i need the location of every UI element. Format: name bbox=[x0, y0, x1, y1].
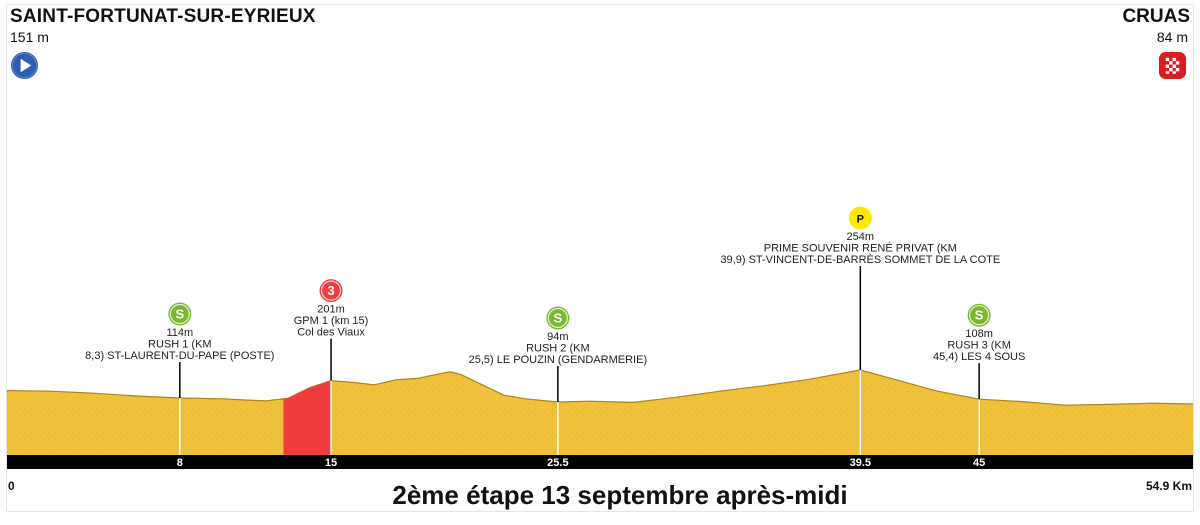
finish-altitude: 84 m bbox=[1156, 29, 1188, 45]
marker-label-line: RUSH 3 (KM bbox=[947, 340, 1011, 352]
marker-label-line: 45,4) LES 4 SOUS bbox=[933, 351, 1025, 363]
axis-tick-label: 39.5 bbox=[850, 457, 871, 469]
svg-text:3: 3 bbox=[327, 283, 334, 298]
start-town-name: SAINT-FORTUNAT-SUR-EYRIEUX bbox=[10, 6, 316, 27]
km-axis-bar bbox=[7, 455, 1193, 469]
marker-altitude: 114m bbox=[166, 327, 193, 339]
svg-text:S: S bbox=[975, 308, 984, 323]
marker-label-line: 25,5) LE POUZIN (GENDARMERIE) bbox=[469, 354, 647, 366]
climb-segment bbox=[283, 380, 331, 455]
terrain-area bbox=[7, 370, 1193, 455]
chart-frame bbox=[6, 4, 1194, 512]
finish-town-name: CRUAS bbox=[1122, 6, 1190, 27]
marker-label-line: 8,3) ST-LAURENT-DU-PAPE (POSTE) bbox=[85, 350, 274, 362]
axis-tick-label: 15 bbox=[325, 457, 337, 469]
marker-label-line: RUSH 2 (KM bbox=[526, 343, 590, 355]
marker-label-line: RUSH 1 (KM bbox=[148, 339, 212, 351]
axis-tick-label: 45 bbox=[973, 457, 985, 469]
marker-label-line: GPM 1 (km 15) bbox=[294, 315, 369, 327]
marker-label-line: 39,9) ST-VINCENT-DE-BARRÈS SOMMET DE LA … bbox=[720, 253, 1000, 266]
marker-altitude: 108m bbox=[965, 328, 993, 340]
svg-text:S: S bbox=[554, 311, 563, 326]
marker-label-line: PRIME SOUVENIR RENÉ PRIVAT (KM bbox=[764, 242, 957, 255]
sprint-marker-icon: S bbox=[546, 306, 570, 330]
terrain-ridge-line bbox=[6, 369, 1194, 406]
bonus-marker-icon: P bbox=[848, 206, 872, 230]
sprint-marker-icon: S bbox=[168, 302, 192, 326]
marker-label-line: Col des Viaux bbox=[297, 327, 365, 339]
marker-altitude: 94m bbox=[547, 331, 568, 343]
climb-marker-icon: 3 bbox=[319, 279, 343, 303]
finish-flag-icon bbox=[1158, 51, 1187, 80]
svg-text:P: P bbox=[857, 214, 864, 226]
axis-tick-label: 8 bbox=[177, 457, 183, 469]
axis-start-label: 0 bbox=[8, 479, 15, 493]
marker-altitude: 201m bbox=[317, 304, 345, 316]
marker-altitude: 254m bbox=[847, 231, 875, 243]
stage-title: 2ème étape 13 septembre après-midi bbox=[392, 480, 848, 510]
start-altitude: 151 m bbox=[10, 29, 49, 45]
sprint-marker-icon: S bbox=[967, 303, 991, 327]
axis-tick-label: 25.5 bbox=[547, 457, 568, 469]
svg-text:S: S bbox=[175, 307, 184, 322]
axis-end-label: 54.9 Km bbox=[1145, 479, 1192, 493]
start-play-icon bbox=[10, 51, 39, 80]
